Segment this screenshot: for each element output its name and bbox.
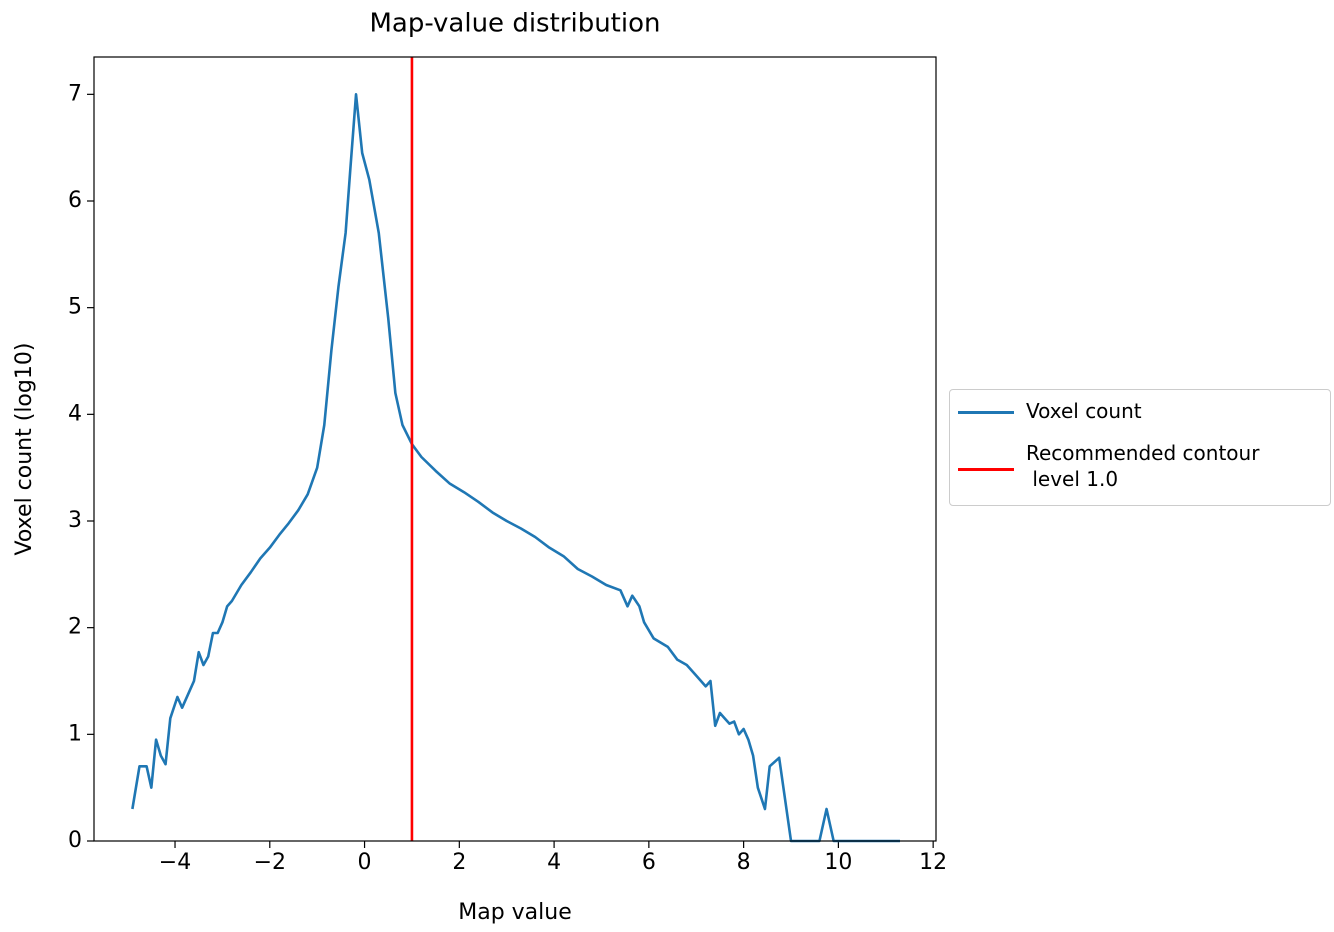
legend-entry: Voxel count [1026, 399, 1142, 423]
y-tick-label: 7 [68, 81, 82, 106]
x-tick-label: 2 [452, 850, 466, 875]
y-tick-label: 6 [68, 188, 82, 213]
x-tick-label: 4 [547, 850, 561, 875]
legend-swatch [958, 411, 1014, 414]
y-axis-label: Voxel count (log10) [12, 343, 37, 556]
plot-frame [93, 56, 937, 842]
chart-title: Map-value distribution [369, 9, 660, 39]
y-tick-label: 0 [68, 828, 82, 853]
x-tick-label: −2 [254, 850, 286, 875]
legend-swatch [958, 468, 1014, 471]
y-tick-label: 1 [68, 721, 82, 746]
x-tick-label: −4 [159, 850, 191, 875]
x-tick-label: 10 [824, 850, 852, 875]
y-tick-label: 4 [68, 401, 82, 426]
y-tick-label: 3 [68, 508, 82, 533]
x-tick-label: 8 [737, 850, 751, 875]
y-tick-label: 2 [68, 615, 82, 640]
x-tick-label: 6 [642, 850, 656, 875]
x-tick-label: 12 [919, 850, 947, 875]
legend-entry: Recommended contour level 1.0 [1026, 441, 1260, 491]
x-axis-label: Map value [458, 900, 572, 925]
y-tick-label: 5 [68, 295, 82, 320]
legend: Voxel count Recommended contour level 1.… [949, 389, 1331, 506]
series-line [131, 93, 900, 843]
x-tick-label: 0 [358, 850, 372, 875]
